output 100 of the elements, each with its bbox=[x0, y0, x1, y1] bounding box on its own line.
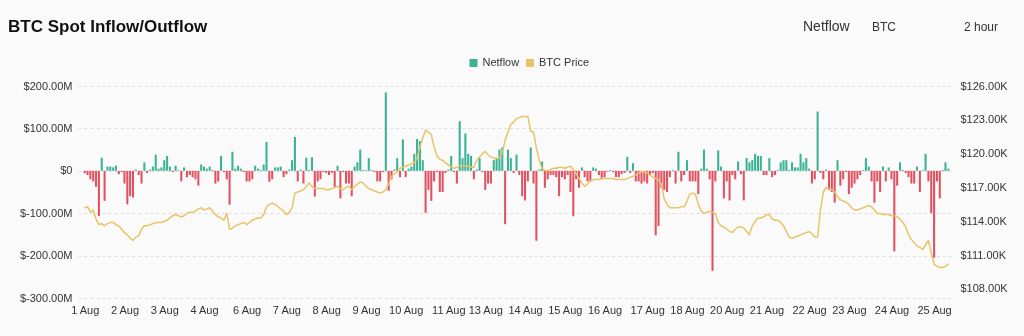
bar bbox=[614, 170, 617, 178]
y-tick-label: $-300.00M bbox=[19, 291, 73, 304]
bar bbox=[685, 160, 688, 171]
bar bbox=[884, 170, 887, 182]
bar bbox=[140, 170, 143, 184]
bar bbox=[691, 170, 694, 182]
bar bbox=[543, 170, 546, 188]
bar bbox=[163, 160, 166, 171]
bar bbox=[887, 167, 890, 171]
x-tick-label: 15 Aug bbox=[548, 303, 583, 316]
bar bbox=[455, 170, 458, 184]
x-tick-label: 18 Aug bbox=[670, 303, 705, 316]
bar bbox=[228, 170, 231, 205]
bar bbox=[214, 170, 217, 184]
bar bbox=[523, 170, 527, 201]
bar bbox=[174, 165, 177, 171]
bar bbox=[702, 149, 706, 171]
bar bbox=[521, 170, 524, 197]
bar bbox=[313, 170, 316, 197]
bar bbox=[379, 170, 382, 182]
bar bbox=[799, 153, 802, 171]
x-tick-label: 3 Aug bbox=[150, 303, 179, 316]
bar bbox=[103, 170, 106, 201]
y2-tick-label: $108.00K bbox=[960, 282, 1009, 295]
bar bbox=[816, 111, 819, 171]
bar bbox=[384, 92, 387, 171]
bar bbox=[464, 133, 467, 171]
bar bbox=[265, 141, 268, 171]
y2-tick-label: $111.00K bbox=[960, 248, 1007, 261]
y-tick-label: $0 bbox=[60, 164, 73, 177]
x-tick-label: 13 Aug bbox=[468, 303, 503, 316]
bar bbox=[924, 153, 927, 171]
bar bbox=[938, 170, 941, 199]
bar bbox=[430, 170, 433, 201]
y-tick-label: $100.00M bbox=[23, 121, 73, 134]
bar bbox=[401, 139, 404, 171]
bar bbox=[143, 162, 146, 171]
x-tick-label: 10 Aug bbox=[389, 303, 424, 316]
bar bbox=[478, 158, 481, 171]
bar bbox=[910, 170, 913, 184]
bar bbox=[759, 155, 762, 171]
bar bbox=[674, 170, 677, 184]
x-tick-label: 2 Aug bbox=[110, 303, 140, 316]
y2-tick-label: $126.00K bbox=[960, 79, 1009, 92]
legend-label: Netflow bbox=[482, 56, 520, 68]
bar bbox=[666, 170, 669, 192]
bar bbox=[180, 170, 183, 182]
bar bbox=[918, 170, 921, 192]
x-tick-label: 8 Aug bbox=[312, 303, 341, 316]
bar bbox=[722, 170, 725, 199]
x-tick-label: 11 Aug bbox=[432, 303, 466, 316]
bar bbox=[737, 161, 740, 171]
bar bbox=[302, 170, 305, 184]
x-tick-label: 9 Aug bbox=[352, 303, 381, 316]
y2-tick-label: $123.00K bbox=[960, 113, 1009, 126]
bar bbox=[654, 170, 657, 236]
bar bbox=[319, 170, 322, 180]
bar bbox=[810, 170, 813, 184]
bar bbox=[231, 151, 234, 171]
bar bbox=[217, 170, 220, 182]
bar bbox=[717, 150, 720, 171]
bar bbox=[293, 136, 296, 171]
bar bbox=[515, 154, 518, 171]
bar bbox=[458, 121, 461, 171]
x-tick-label: 6 Aug bbox=[233, 303, 262, 316]
bar bbox=[779, 162, 782, 171]
bar bbox=[404, 170, 407, 178]
line-series bbox=[83, 115, 950, 269]
bar bbox=[535, 170, 538, 241]
y-tick-label: $-100.00M bbox=[19, 206, 73, 219]
text: Netflow bbox=[803, 18, 851, 34]
bar bbox=[873, 170, 876, 203]
bar bbox=[572, 170, 575, 217]
bar bbox=[492, 160, 495, 171]
bar bbox=[237, 165, 240, 171]
bar bbox=[154, 154, 157, 171]
bar bbox=[97, 170, 100, 217]
bar bbox=[853, 170, 856, 184]
x-tick-label: 7 Aug bbox=[272, 303, 301, 316]
y2-tick-label: $120.00K bbox=[960, 147, 1009, 160]
y2-tick-label: $114.00K bbox=[960, 214, 1008, 227]
bar bbox=[126, 170, 129, 205]
bar bbox=[183, 167, 186, 171]
bar bbox=[782, 160, 785, 171]
bar bbox=[847, 170, 850, 195]
bar bbox=[745, 158, 748, 171]
bar bbox=[424, 170, 427, 213]
bar bbox=[376, 170, 379, 182]
bar bbox=[697, 170, 700, 195]
x-tick-label: 21 Aug bbox=[749, 303, 785, 316]
bar bbox=[220, 155, 223, 171]
bar bbox=[595, 168, 598, 171]
x-tick-label: 25 Aug bbox=[917, 303, 952, 316]
bar bbox=[100, 157, 103, 171]
text: 2 hour bbox=[964, 20, 999, 34]
bar bbox=[913, 170, 916, 184]
bar bbox=[441, 170, 444, 192]
legend-label: BTC Price bbox=[539, 56, 590, 68]
bar bbox=[484, 170, 487, 190]
bar bbox=[791, 162, 794, 171]
